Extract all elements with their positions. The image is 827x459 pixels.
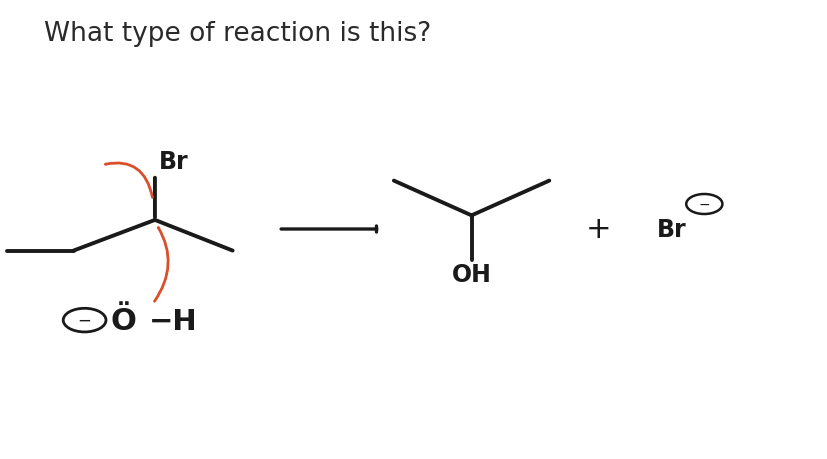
Text: OH: OH [451,263,491,287]
Text: Br: Br [159,150,189,174]
Text: +: + [586,215,611,244]
Text: −H: −H [149,308,197,335]
FancyArrowPatch shape [105,163,152,198]
Text: Ö: Ö [110,306,136,335]
Text: What type of reaction is this?: What type of reaction is this? [44,21,431,47]
Text: Br: Br [656,218,686,241]
Text: −: − [78,312,92,330]
FancyArrowPatch shape [155,228,168,302]
Text: −: − [698,197,710,212]
